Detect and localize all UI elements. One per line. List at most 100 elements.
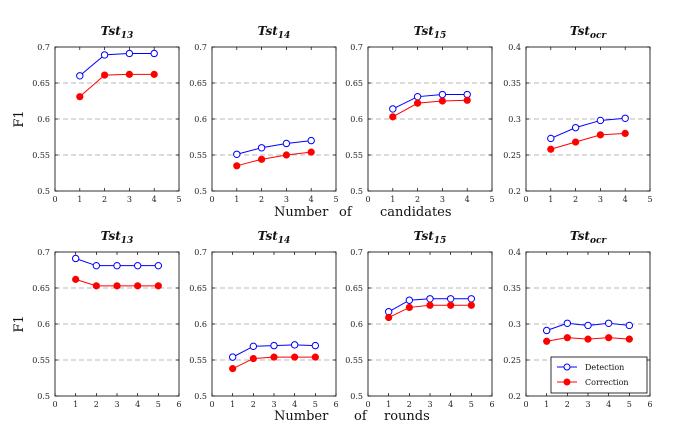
x-tick-label: 2 — [102, 195, 107, 204]
detection-point — [438, 90, 447, 99]
x-tick-label: 5 — [176, 195, 181, 204]
x-tick-label: 3 — [127, 195, 132, 204]
x-tick-label: 1 — [390, 195, 395, 204]
detection-point — [228, 353, 237, 361]
x-tick-label: 0 — [209, 400, 214, 409]
subplot-title: Tst14 — [258, 229, 291, 246]
subplot-7: 0.5 0.55 0.6 0.65 0.7 0 1 2 3 4 5 6 Tst15 — [345, 229, 494, 409]
x-tick-label: 4 — [465, 195, 470, 204]
detection-point — [563, 319, 572, 327]
detection-point — [584, 321, 592, 330]
correction-point — [584, 335, 592, 343]
correction-point — [101, 71, 109, 79]
y-tick-label: 0.6 — [37, 115, 50, 124]
x-tick-label: 1 — [548, 195, 553, 204]
x-tick-label: 3 — [284, 195, 289, 204]
y-axis-label: F1 — [12, 315, 27, 332]
x-tick-label: 1 — [544, 400, 549, 409]
x-tick-label: 6 — [176, 400, 181, 409]
y-tick-label: 0.2 — [508, 392, 521, 401]
x-tick-label: 5 — [647, 195, 652, 204]
correction-line — [79, 73, 155, 98]
x-tick-label: 0 — [523, 195, 528, 204]
detection-point — [467, 295, 476, 303]
x-tick-label: 4 — [606, 400, 611, 409]
subplot-title: Tst13 — [101, 24, 134, 41]
subplot-title: Tst15 — [414, 24, 447, 41]
subplot-title: Tst13 — [101, 229, 134, 246]
legend-marker — [563, 363, 571, 371]
detection-point — [154, 261, 163, 270]
y-tick-label: 0.65 — [189, 79, 207, 88]
x-tick-label: 1 — [230, 400, 235, 409]
x-tick-label: 2 — [407, 400, 412, 409]
x-tick-label: 3 — [598, 195, 603, 204]
detection-point — [290, 341, 299, 349]
x-tick-label: 0 — [52, 195, 57, 204]
x-tick-label: 0 — [209, 195, 214, 204]
x-tick-label: 5 — [156, 400, 161, 409]
detection-point — [125, 49, 134, 58]
subplot-2: 0.5 0.55 0.6 0.65 0.7 0 1 2 3 4 5 Tst14 — [189, 24, 338, 204]
correction-point — [249, 354, 257, 363]
legend-box — [550, 356, 648, 394]
y-tick-label: 0.55 — [32, 356, 50, 365]
x-axis-label-word: rounds — [384, 409, 430, 424]
detection-point — [71, 254, 80, 263]
correction-point — [621, 129, 629, 137]
correction-point — [413, 99, 422, 107]
x-axis-label-word: of — [354, 409, 368, 424]
detection-line — [236, 140, 312, 155]
legend: Detection Correction — [550, 356, 648, 394]
y-axis-label: F1 — [12, 110, 27, 127]
y-tick-label: 0.65 — [32, 79, 50, 88]
correction-point — [92, 282, 100, 290]
correction-point — [563, 334, 571, 342]
correction-point — [447, 301, 455, 309]
subplot-title: Tstocr — [570, 24, 608, 41]
x-tick-label: 0 — [365, 195, 370, 204]
x-tick-label: 4 — [152, 195, 157, 204]
subplot-title: Tst14 — [258, 24, 291, 41]
y-tick-label: 0.5 — [37, 187, 50, 196]
y-tick-label: 0.7 — [350, 43, 363, 52]
y-tick-label: 0.7 — [194, 43, 207, 52]
y-tick-label: 0.6 — [350, 115, 363, 124]
detection-point — [625, 321, 634, 330]
y-tick-label: 0.5 — [194, 187, 207, 196]
y-tick-label: 0.6 — [37, 320, 50, 329]
x-axis-label-word: Number — [274, 409, 329, 424]
x-axis-label-word: of — [339, 205, 353, 220]
correction-point — [311, 353, 319, 361]
correction-point — [72, 275, 80, 283]
detection-point — [113, 261, 121, 270]
legend-label-detection: Detection — [585, 363, 624, 372]
correction-point — [385, 313, 393, 322]
y-tick-label: 0.6 — [194, 115, 207, 124]
detection-point — [76, 72, 84, 80]
x-tick-label: 0 — [52, 400, 57, 409]
correction-point — [307, 148, 315, 156]
detection-point — [542, 326, 551, 335]
y-tick-label: 0.6 — [350, 320, 363, 329]
y-tick-label: 0.55 — [345, 356, 363, 365]
x-tick-label: 3 — [440, 195, 445, 204]
x-tick-label: 5 — [489, 195, 494, 204]
y-tick-label: 0.55 — [345, 151, 363, 160]
correction-line — [392, 99, 468, 118]
detection-point — [413, 92, 422, 101]
detection-point — [596, 116, 605, 125]
y-tick-label: 0.55 — [32, 151, 50, 160]
x-tick-label: 2 — [94, 400, 99, 409]
y-tick-label: 0.4 — [508, 248, 521, 257]
y-tick-label: 0.5 — [37, 392, 50, 401]
correction-point — [438, 97, 446, 105]
correction-point — [547, 145, 555, 153]
x-axis-label-word: Number — [274, 205, 329, 220]
y-tick-label: 0.35 — [503, 79, 521, 88]
subplot-title: Tst15 — [414, 229, 447, 246]
detection-point — [446, 295, 455, 303]
x-tick-label: 5 — [627, 400, 632, 409]
x-tick-label: 5 — [313, 400, 318, 409]
